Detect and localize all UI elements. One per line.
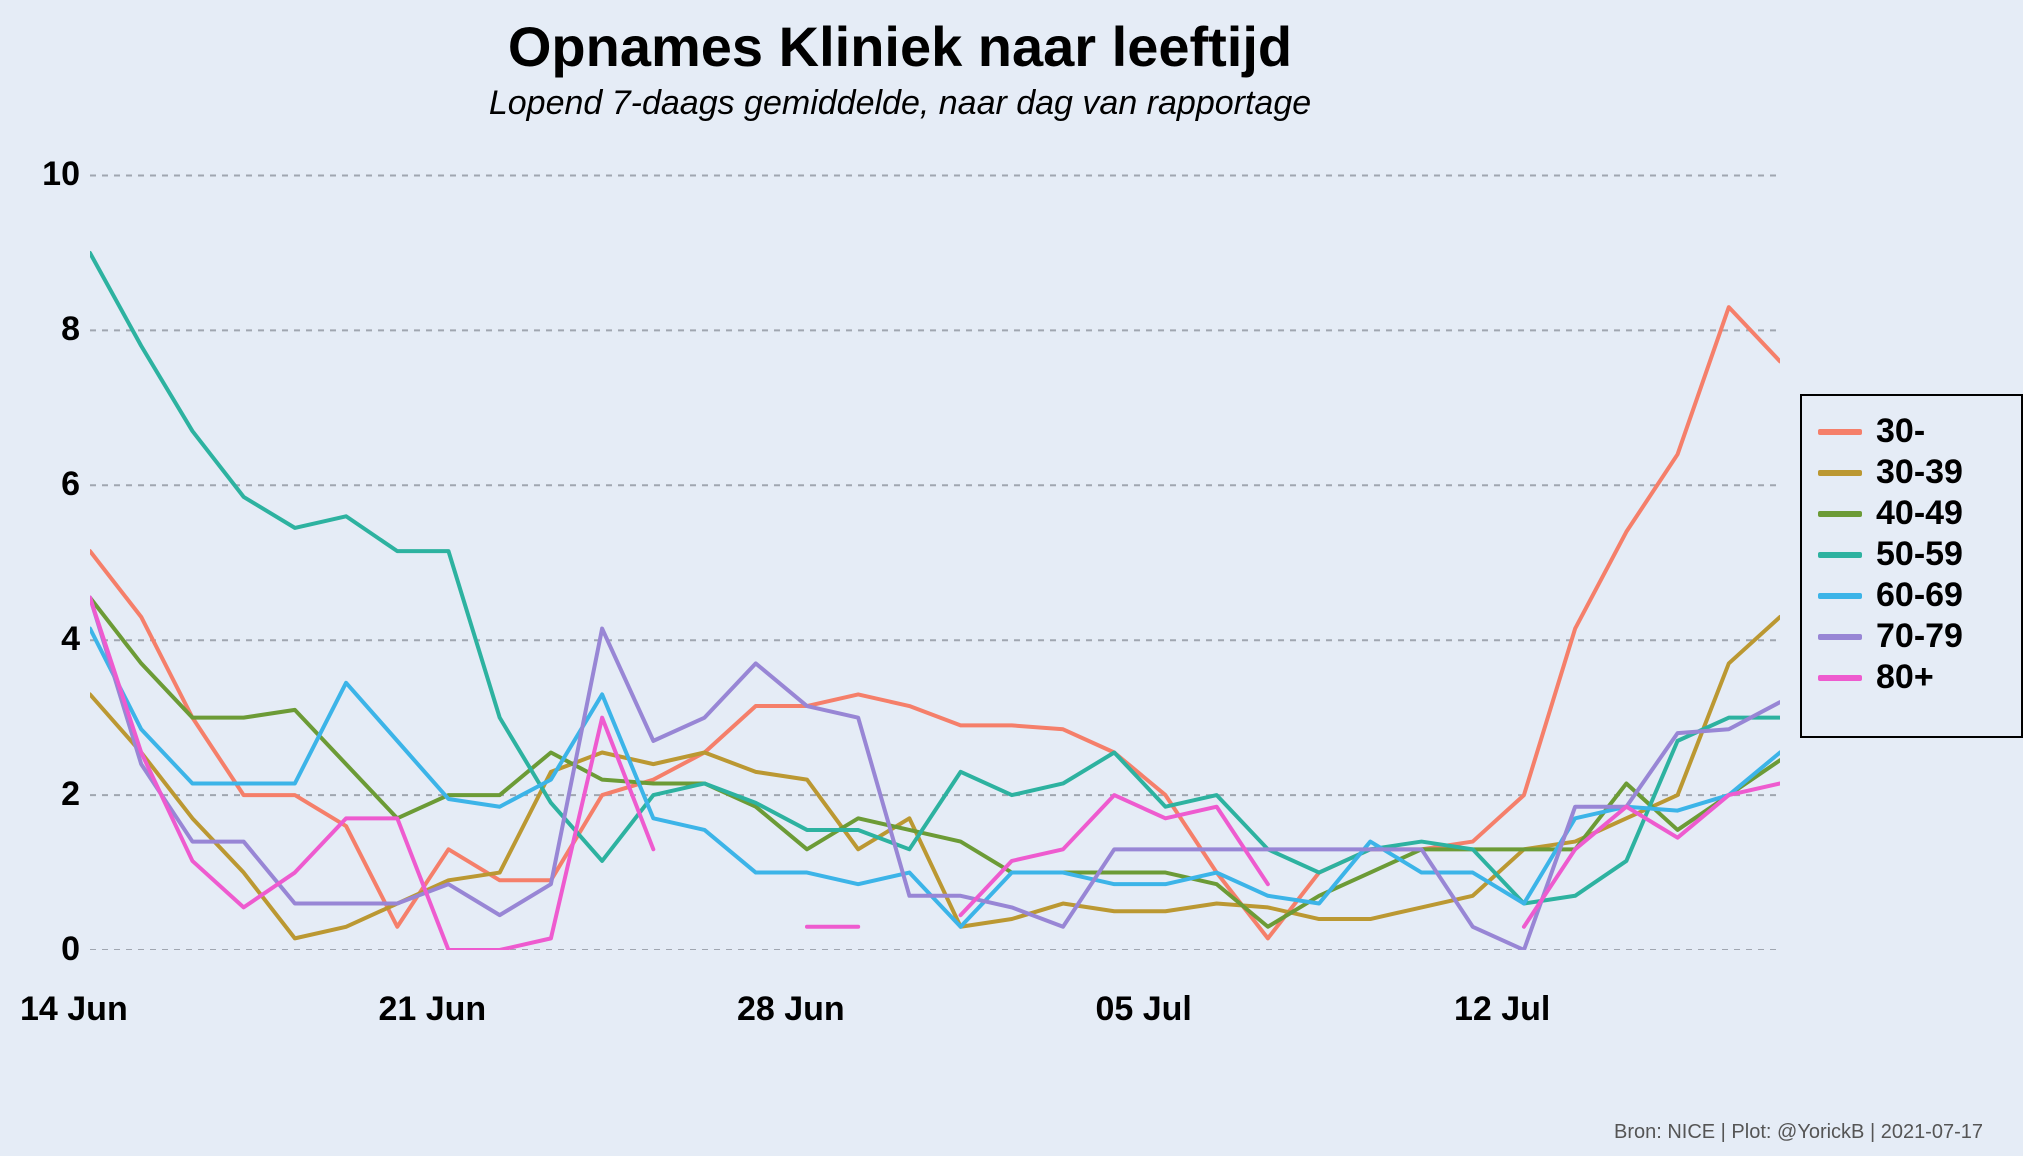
y-tick-label: 10: [20, 155, 80, 194]
x-tick-label: 12 Jul: [1454, 990, 1634, 1029]
y-tick-label: 0: [20, 930, 80, 969]
legend-item: 50-59: [1818, 535, 2003, 574]
legend-swatch: [1818, 552, 1862, 558]
legend-label: 30-: [1876, 412, 1925, 451]
legend-label: 60-69: [1876, 576, 1963, 615]
y-tick-label: 8: [20, 310, 80, 349]
legend-swatch: [1818, 511, 1862, 517]
series-50-59: [90, 253, 1780, 904]
legend-swatch: [1818, 470, 1862, 476]
chart-title: Opnames Kliniek naar leeftijd: [0, 14, 1800, 79]
y-tick-label: 2: [20, 775, 80, 814]
chart-subtitle: Lopend 7-daags gemiddelde, naar dag van …: [0, 84, 1800, 123]
chart-container: Opnames Kliniek naar leeftijd Lopend 7-d…: [0, 0, 2023, 1156]
legend-label: 40-49: [1876, 494, 1963, 533]
legend-label: 80+: [1876, 658, 1934, 697]
x-tick-label: 21 Jun: [378, 990, 558, 1029]
legend-item: 60-69: [1818, 576, 2003, 615]
series-40-49: [90, 598, 1780, 927]
legend-swatch: [1818, 593, 1862, 599]
legend-item: 70-79: [1818, 617, 2003, 656]
series-30-: [90, 307, 1780, 938]
legend: 30-30-3940-4950-5960-6970-7980+: [1800, 394, 2023, 738]
x-tick-label: 14 Jun: [20, 990, 200, 1029]
legend-item: 80+: [1818, 658, 2003, 697]
legend-swatch: [1818, 429, 1862, 435]
line-chart-svg: [90, 160, 1780, 950]
y-tick-label: 6: [20, 465, 80, 504]
legend-item: 30-39: [1818, 453, 2003, 492]
legend-label: 50-59: [1876, 535, 1963, 574]
legend-item: 30-: [1818, 412, 2003, 451]
legend-swatch: [1818, 634, 1862, 640]
series-60-69: [90, 629, 1780, 927]
legend-label: 70-79: [1876, 617, 1963, 656]
y-tick-label: 4: [20, 620, 80, 659]
x-tick-label: 05 Jul: [1095, 990, 1275, 1029]
series-30-39: [90, 617, 1780, 938]
legend-item: 40-49: [1818, 494, 2003, 533]
legend-label: 30-39: [1876, 453, 1963, 492]
chart-credits: Bron: NICE | Plot: @YorickB | 2021-07-17: [1614, 1121, 1983, 1144]
legend-swatch: [1818, 675, 1862, 681]
x-tick-label: 28 Jun: [737, 990, 917, 1029]
